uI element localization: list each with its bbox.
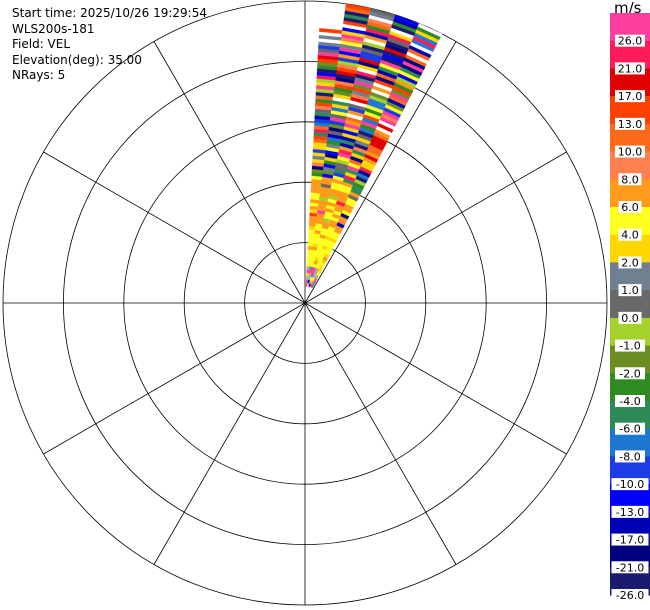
colorbar-tick-label: -6.0 — [619, 423, 640, 436]
range-gate — [307, 252, 312, 257]
radial-line — [153, 41, 306, 304]
colorbar-tick-bg — [618, 311, 642, 324]
range-gate — [306, 259, 312, 264]
range-gate — [306, 262, 311, 267]
ppi-plot — [2, 0, 608, 606]
range-gate — [307, 255, 312, 260]
colorbar-tick-label: 4.0 — [621, 229, 639, 242]
colorbar-tick-label: -26.0 — [616, 589, 644, 602]
colorbar-tick-bg — [618, 284, 642, 297]
colorbar-tick-bg — [615, 339, 645, 352]
colorbar-tick-label: -8.0 — [619, 450, 640, 463]
colorbar-tick-bg — [615, 34, 645, 47]
radial-line — [304, 41, 457, 304]
instrument-text: WLS200s-181 — [12, 21, 95, 36]
radial-line — [304, 302, 457, 565]
colorbar-tick-bg — [618, 228, 642, 241]
colorbar: 26.0 21.0 17.0 13.0 10.0 8.0 6.0 4.0 2.0 1.0 0.0 -1… — [610, 13, 650, 602]
radial-line — [153, 302, 306, 565]
colorbar-tick-label: 0.0 — [621, 312, 639, 325]
radial-line — [304, 302, 567, 455]
colorbar-tick-bg — [618, 173, 642, 186]
range-gate — [307, 245, 313, 250]
colorbar-tick-label: 21.0 — [618, 62, 643, 75]
colorbar-tick-bg — [611, 561, 649, 574]
scan-info: Start time: 2025/10/26 19:29:54 WLS200s-… — [12, 6, 207, 84]
colorbar-tick-label: 6.0 — [621, 201, 639, 214]
colorbar-tick-label: -1.0 — [619, 340, 640, 353]
colorbar-tick-label: -21.0 — [616, 561, 644, 574]
radial-line — [304, 151, 567, 304]
colorbar-tick-label: -2.0 — [619, 367, 640, 380]
colorbar-tick-bg — [615, 450, 645, 463]
colorbar-tick-label: 13.0 — [618, 118, 643, 131]
colorbar-tick-label: 26.0 — [618, 35, 643, 48]
colorbar-tick-bg — [618, 256, 642, 269]
range-gate — [308, 239, 314, 244]
start-time-text: Start time: 2025/10/26 19:29:54 — [12, 6, 207, 20]
range-gate — [307, 242, 314, 247]
colorbar-tick-bg — [611, 533, 649, 546]
range-gate — [307, 249, 313, 254]
colorbar-tick-bg — [611, 505, 649, 518]
colorbar-tick-bg — [615, 90, 645, 103]
colorbar-tick-label: 2.0 — [621, 256, 639, 269]
radial-line — [43, 151, 306, 304]
colorbar-tick-bg — [615, 62, 645, 75]
radial-line — [43, 302, 306, 455]
colorbar-tick-label: 17.0 — [618, 90, 643, 103]
colorbar-tick-bg — [618, 201, 642, 213]
colorbar-tick-bg — [615, 145, 645, 158]
colorbar-unit: m/s — [614, 0, 642, 17]
nrays-text: NRays: 5 — [12, 68, 66, 82]
velocity-sector — [305, 3, 443, 289]
elevation-text: Elevation(deg): 35.00 — [12, 52, 142, 67]
colorbar-tick-label: 8.0 — [621, 173, 639, 186]
colorbar-tick-label: -10.0 — [616, 478, 644, 491]
colorbar-tick-label: -17.0 — [616, 534, 644, 547]
range-gate — [417, 23, 443, 38]
colorbar-tick-label: -13.0 — [616, 506, 644, 519]
colorbar-tick-bg — [615, 422, 645, 435]
colorbar-tick-label: 10.0 — [618, 146, 643, 159]
colorbar-tick-label: 1.0 — [621, 284, 639, 297]
colorbar-tick-bg — [611, 478, 649, 491]
colorbar-tick-bg — [611, 589, 649, 601]
colorbar-tick-bg — [615, 367, 645, 380]
colorbar-tick-label: -4.0 — [619, 395, 640, 408]
colorbar-tick-bg — [615, 395, 645, 407]
range-rings-and-radials — [2, 0, 608, 606]
colorbar-tick-bg — [615, 117, 645, 130]
field-text: Field: VEL — [12, 37, 71, 51]
